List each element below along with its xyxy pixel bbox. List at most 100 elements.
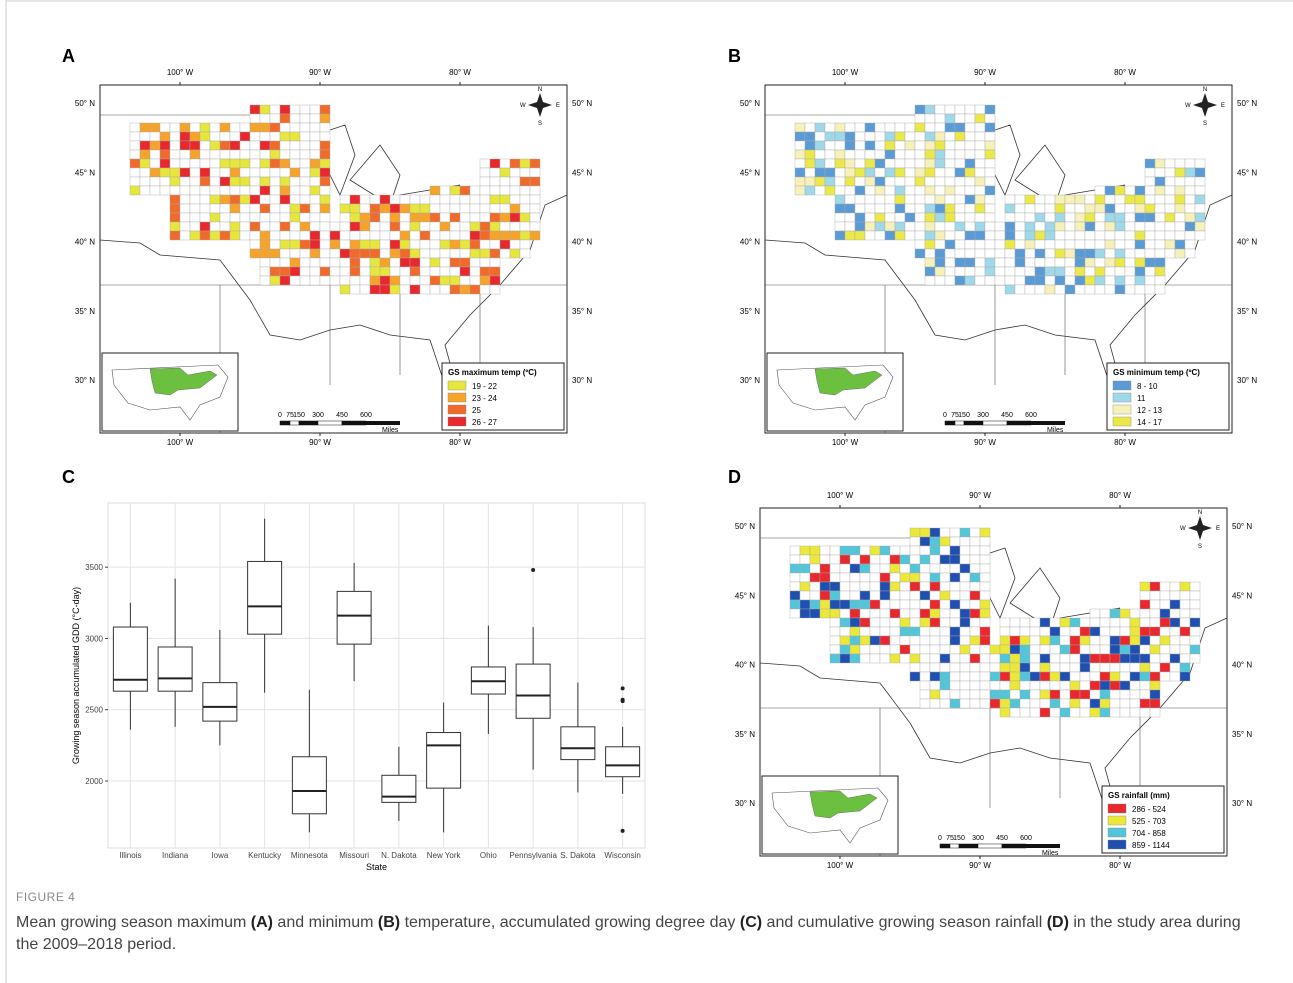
county (950, 636, 960, 645)
county (1020, 708, 1030, 717)
county (430, 267, 440, 276)
county (1140, 690, 1150, 699)
county (925, 114, 935, 123)
county (925, 222, 935, 231)
county (440, 258, 450, 267)
county (1160, 663, 1170, 672)
scale-segment (978, 844, 1002, 848)
county (1095, 222, 1105, 231)
county (895, 150, 905, 159)
county (855, 132, 865, 141)
county (410, 276, 420, 285)
county (985, 114, 995, 123)
county (460, 231, 470, 240)
county (260, 195, 270, 204)
county (490, 204, 500, 213)
outlier (621, 829, 625, 833)
county (270, 123, 280, 132)
county (430, 285, 440, 294)
county (1125, 276, 1135, 285)
county (985, 168, 995, 177)
county (1140, 663, 1150, 672)
county (845, 168, 855, 177)
county (1015, 285, 1025, 294)
legend-swatch (1108, 840, 1126, 849)
county (370, 285, 380, 294)
county (240, 195, 250, 204)
x-tick-label: Kentucky (248, 851, 281, 860)
county (390, 267, 400, 276)
county (960, 645, 970, 654)
county (940, 681, 950, 690)
county (290, 168, 300, 177)
county (885, 177, 895, 186)
county (865, 141, 875, 150)
county (220, 231, 230, 240)
county (1180, 663, 1190, 672)
county (1000, 672, 1010, 681)
county (900, 609, 910, 618)
county (885, 204, 895, 213)
county (220, 213, 230, 222)
county (790, 555, 800, 564)
county (1140, 591, 1150, 600)
county (260, 132, 270, 141)
county (350, 213, 360, 222)
county (1170, 582, 1180, 591)
county (180, 177, 190, 186)
county (340, 240, 350, 249)
county (865, 231, 875, 240)
county (1095, 195, 1105, 204)
county (930, 609, 940, 618)
county (310, 267, 320, 276)
county (900, 600, 910, 609)
legend-swatch (1113, 417, 1131, 426)
county (1040, 708, 1050, 717)
scale-segment (299, 421, 318, 425)
panel-label: A (62, 46, 75, 66)
longitude-label: 80° W (1109, 861, 1131, 870)
county (960, 564, 970, 573)
county (905, 195, 915, 204)
county (1095, 276, 1105, 285)
county (400, 231, 410, 240)
county (825, 186, 835, 195)
county (800, 546, 810, 555)
county (1020, 645, 1030, 654)
county (1025, 249, 1035, 258)
county (380, 204, 390, 213)
county (1060, 645, 1070, 654)
county (310, 240, 320, 249)
county (1180, 627, 1190, 636)
county (1030, 654, 1040, 663)
county (980, 537, 990, 546)
county (925, 240, 935, 249)
county (500, 159, 510, 168)
county (240, 177, 250, 186)
county (440, 276, 450, 285)
county (1165, 204, 1175, 213)
county (940, 537, 950, 546)
county (300, 114, 310, 123)
county (430, 258, 440, 267)
county (1130, 681, 1140, 690)
county (350, 249, 360, 258)
county (860, 555, 870, 564)
county (1090, 609, 1100, 618)
county (1165, 222, 1175, 231)
county (965, 213, 975, 222)
county (1160, 672, 1170, 681)
county (430, 213, 440, 222)
county (905, 177, 915, 186)
county (945, 123, 955, 132)
county (1025, 231, 1035, 240)
legend-swatch (448, 393, 466, 402)
county (1125, 222, 1135, 231)
county (855, 141, 865, 150)
county (1170, 591, 1180, 600)
county (855, 186, 865, 195)
legend-label: 12 - 13 (1137, 406, 1162, 415)
county (985, 222, 995, 231)
county (480, 240, 490, 249)
county (250, 159, 260, 168)
